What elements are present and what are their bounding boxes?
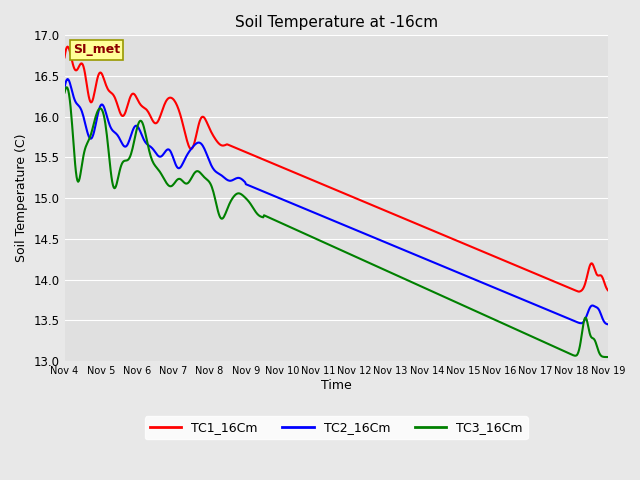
Title: Soil Temperature at -16cm: Soil Temperature at -16cm <box>235 15 438 30</box>
X-axis label: Time: Time <box>321 379 351 392</box>
Text: SI_met: SI_met <box>73 44 120 57</box>
Legend: TC1_16Cm, TC2_16Cm, TC3_16Cm: TC1_16Cm, TC2_16Cm, TC3_16Cm <box>145 416 528 439</box>
Y-axis label: Soil Temperature (C): Soil Temperature (C) <box>15 134 28 263</box>
